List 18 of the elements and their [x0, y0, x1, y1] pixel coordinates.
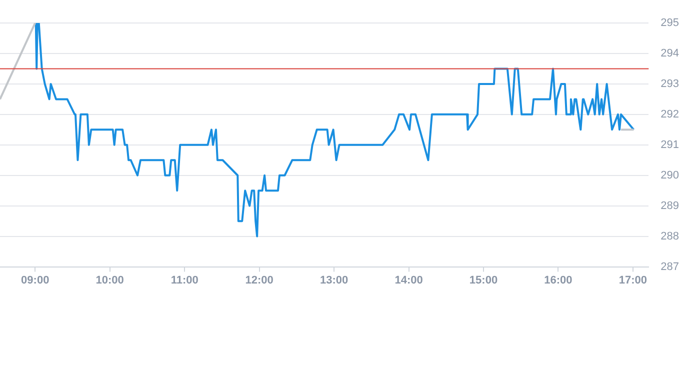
y-tick-label: 293: [660, 78, 680, 90]
y-tick-label: 287: [660, 260, 680, 273]
x-tick-label: 13:00: [320, 274, 348, 286]
x-tick-label: 12:00: [245, 274, 274, 286]
x-tick-label: 14:00: [394, 274, 423, 286]
x-tick-label: 09:00: [21, 274, 50, 286]
y-tick-label: 290: [660, 169, 680, 182]
y-tick-label: 288: [660, 230, 680, 242]
x-tick-label: 15:00: [469, 274, 498, 286]
y-tick-label: 295: [660, 17, 680, 30]
x-tick-label: 10:00: [96, 274, 124, 286]
x-tick-label: 11:00: [170, 274, 198, 286]
y-tick-label: 291: [660, 138, 680, 151]
x-tick-label: 16:00: [544, 274, 572, 286]
y-tick-label: 294: [660, 48, 680, 60]
y-tick-label: 292: [660, 108, 680, 120]
y-tick-label: 289: [660, 200, 680, 212]
x-tick-label: 17:00: [618, 274, 648, 286]
